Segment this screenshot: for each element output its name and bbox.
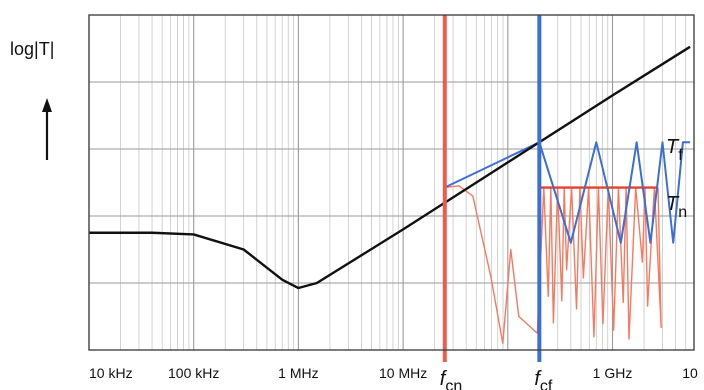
marker-label-fcn: fcn [440, 368, 462, 390]
x-tick-label: 100 kHz [168, 365, 219, 381]
tn-curve [444, 185, 662, 344]
overall-curve [89, 45, 691, 290]
marker-label-fcf: fcf [534, 368, 553, 390]
x-tick-label: 10 kHz [89, 365, 133, 381]
x-tick-label: 1 GHz [593, 365, 633, 381]
plot-area [89, 15, 691, 362]
x-tick-label: 1 MHz [278, 365, 318, 381]
y-axis-arrow [42, 98, 52, 160]
series-label-f: Tf [666, 136, 683, 164]
tf-curve [444, 141, 691, 244]
x-tick-label: 10 [682, 365, 698, 381]
plot-frame [88, 14, 695, 351]
y-axis-label: log|T| [10, 39, 54, 59]
x-tick-label: 10 MHz [379, 365, 427, 381]
